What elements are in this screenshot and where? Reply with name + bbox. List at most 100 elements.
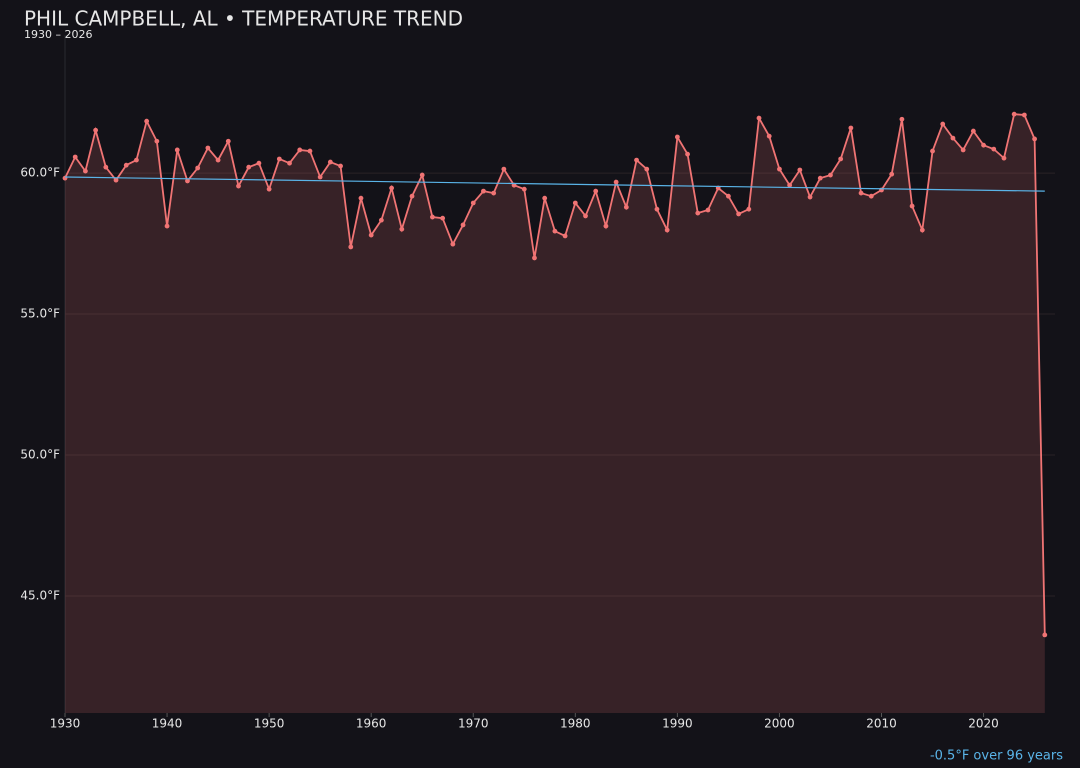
x-tick-label: 2020 bbox=[968, 717, 999, 731]
point bbox=[1001, 155, 1007, 161]
chart-title: PHIL CAMPBELL, AL • TEMPERATURE TREND bbox=[24, 7, 463, 31]
point bbox=[134, 157, 139, 163]
point bbox=[440, 215, 446, 221]
point bbox=[287, 160, 292, 166]
point bbox=[746, 206, 752, 212]
y-tick-label: 60.0°F bbox=[20, 166, 60, 180]
point bbox=[807, 194, 813, 200]
point bbox=[256, 160, 262, 166]
point bbox=[154, 138, 160, 144]
y-tick-label: 45.0°F bbox=[20, 588, 60, 602]
point bbox=[1021, 112, 1027, 118]
point bbox=[991, 146, 997, 152]
y-tick-label: 50.0°F bbox=[20, 448, 60, 462]
point bbox=[103, 164, 109, 170]
point bbox=[327, 159, 333, 165]
x-tick-label: 1940 bbox=[152, 717, 183, 731]
point bbox=[848, 125, 854, 131]
chart-subtitle: 1930 – 2026 bbox=[24, 28, 92, 41]
point bbox=[562, 233, 568, 239]
x-tick-label: 1930 bbox=[50, 717, 81, 731]
point bbox=[654, 206, 660, 212]
point bbox=[685, 151, 690, 157]
point bbox=[174, 147, 180, 153]
point bbox=[787, 182, 793, 188]
point bbox=[756, 115, 762, 121]
point bbox=[552, 228, 558, 234]
point bbox=[481, 188, 486, 194]
point bbox=[593, 188, 599, 194]
point bbox=[430, 214, 435, 220]
point bbox=[613, 179, 619, 185]
point bbox=[542, 195, 548, 201]
point bbox=[623, 204, 629, 210]
point bbox=[338, 163, 343, 169]
point bbox=[1042, 632, 1048, 638]
point bbox=[521, 186, 527, 192]
point bbox=[215, 157, 221, 163]
point bbox=[1011, 111, 1017, 117]
point bbox=[603, 223, 609, 229]
point bbox=[950, 135, 956, 141]
point bbox=[164, 223, 170, 229]
point bbox=[491, 190, 497, 196]
x-tick-label: 2000 bbox=[764, 717, 795, 731]
point bbox=[889, 171, 895, 177]
point bbox=[419, 172, 425, 178]
point bbox=[144, 118, 150, 124]
point bbox=[797, 167, 803, 173]
point bbox=[695, 210, 701, 216]
point bbox=[674, 134, 680, 140]
point bbox=[940, 121, 946, 127]
point bbox=[83, 168, 88, 174]
x-tick-label: 1970 bbox=[458, 717, 489, 731]
point bbox=[399, 226, 405, 232]
point bbox=[777, 166, 782, 172]
x-tick-label: 1980 bbox=[560, 717, 591, 731]
point bbox=[960, 147, 966, 153]
point bbox=[634, 157, 639, 163]
point bbox=[909, 203, 915, 209]
point bbox=[970, 128, 976, 134]
point bbox=[358, 195, 364, 201]
point bbox=[389, 185, 394, 191]
point bbox=[93, 127, 99, 133]
point bbox=[246, 164, 252, 170]
point bbox=[899, 116, 905, 122]
trend-line bbox=[64, 176, 1045, 192]
point bbox=[205, 145, 211, 151]
point bbox=[919, 227, 925, 233]
point bbox=[1032, 136, 1037, 142]
point bbox=[266, 186, 272, 192]
point bbox=[838, 156, 844, 162]
point bbox=[225, 138, 231, 144]
point bbox=[736, 211, 742, 217]
point bbox=[858, 190, 864, 196]
point bbox=[348, 244, 354, 250]
point bbox=[297, 147, 303, 153]
point bbox=[868, 193, 874, 199]
point bbox=[766, 133, 772, 139]
point bbox=[532, 255, 537, 261]
point bbox=[113, 177, 119, 183]
point bbox=[470, 200, 476, 206]
point bbox=[409, 193, 415, 199]
point bbox=[185, 178, 190, 184]
point bbox=[828, 172, 833, 178]
point bbox=[450, 241, 456, 247]
point bbox=[817, 175, 823, 181]
point bbox=[981, 142, 986, 148]
point bbox=[644, 166, 650, 172]
x-tick-label: 1990 bbox=[662, 717, 693, 731]
point bbox=[307, 148, 313, 154]
point bbox=[368, 232, 374, 238]
point bbox=[460, 222, 466, 228]
point bbox=[930, 148, 935, 154]
point bbox=[378, 217, 384, 223]
point bbox=[705, 207, 711, 213]
point bbox=[317, 174, 323, 180]
point bbox=[664, 227, 670, 233]
x-tick-label: 2010 bbox=[866, 717, 897, 731]
x-tick-label: 1950 bbox=[254, 717, 285, 731]
